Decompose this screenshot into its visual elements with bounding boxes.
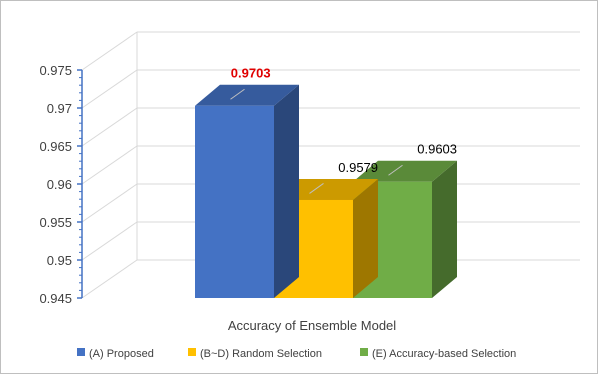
data-label: 0.9579 (338, 160, 378, 175)
legend-swatch (188, 348, 196, 356)
legend-item: (E) Accuracy-based Selection (360, 348, 516, 360)
data-label: 0.9703 (231, 66, 271, 81)
legend: (A) Proposed (B~D) Random Selection (E) Ac… (77, 348, 516, 360)
y-tick-label: 0.975 (39, 63, 72, 78)
y-tick-label: 0.97 (47, 101, 72, 116)
legend-label: (B~D) Random Selection (200, 348, 322, 360)
gridline (81, 145, 580, 185)
gridline (81, 107, 580, 147)
legend-item: (B~D) Random Selection (188, 348, 322, 360)
data-labels: 0.9603 0.9579 0.9703 (230, 66, 457, 194)
legend-item: (A) Proposed (77, 348, 154, 360)
legend-swatch (77, 348, 85, 356)
bar (195, 84, 299, 298)
legend-swatch (360, 348, 368, 356)
y-tick-label: 0.965 (39, 139, 72, 154)
data-label-leader (309, 183, 324, 194)
legend-label: (A) Proposed (89, 348, 154, 360)
legend-label: (E) Accuracy-based Selection (372, 348, 516, 360)
y-tick-label: 0.945 (39, 291, 72, 306)
data-label-leader (230, 88, 245, 100)
y-tick-label: 0.96 (47, 177, 72, 192)
x-axis-label: Accuracy of Ensemble Model (228, 318, 396, 333)
y-tick-label: 0.95 (47, 253, 72, 268)
data-label-leader (388, 164, 403, 176)
gridline (81, 31, 580, 71)
gridline (81, 69, 580, 109)
y-axis: 0.945 0.95 0.955 0.96 0.965 0.97 0.975 (39, 63, 83, 306)
y-tick-label: 0.955 (39, 215, 72, 230)
bars (195, 84, 457, 298)
data-label: 0.9603 (417, 142, 457, 157)
